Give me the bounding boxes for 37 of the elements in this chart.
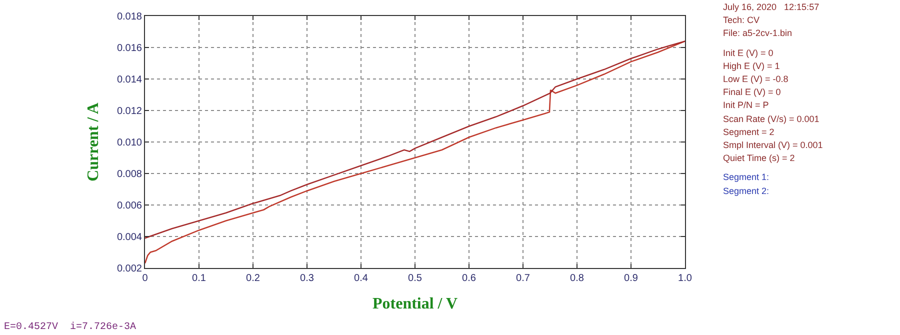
x-axis-title: Potential / V [372, 296, 458, 313]
x-tick-label: 1.0 [678, 273, 692, 284]
text: Tech: CV [723, 15, 760, 25]
y-tick-label: 0.012 [116, 106, 142, 117]
x-tick-label: 0.8 [570, 273, 584, 284]
x-tick-label: 0.4 [354, 273, 368, 284]
x-tick-label: 0.2 [246, 273, 260, 284]
text: High E (V) = 1 [723, 61, 780, 71]
x-tick-label: 0.3 [300, 273, 314, 284]
x-tick-label: 0.5 [408, 273, 422, 284]
x-tick-label: 0.6 [462, 273, 476, 284]
text: Final E (V) = 0 [723, 87, 781, 97]
text: Segment 1: [723, 172, 770, 182]
text: Smpl Interval (V) = 0.001 [723, 140, 823, 150]
x-tick-label: 0 [142, 273, 148, 284]
text: Quiet Time (s) = 2 [723, 153, 795, 163]
y-tick-label: 0.014 [116, 74, 142, 86]
text: Init E (V) = 0 [723, 48, 774, 58]
x-tick-label: 0.7 [516, 273, 530, 284]
x-tick-label: 0.9 [624, 273, 638, 284]
y-tick-label: 0.010 [116, 138, 142, 148]
text: E=0.4527V i=7.726e-3A [4, 321, 136, 333]
text: File: a5-2cv-1.bin [723, 28, 792, 38]
text: Low E (V) = -0.8 [723, 74, 788, 84]
y-tick-label: 0.016 [116, 43, 142, 54]
text: Segment = 2 [723, 127, 774, 137]
y-tick-label: 0.002 [116, 264, 142, 274]
y-tick-label: 0.004 [116, 232, 142, 243]
text: Scan Rate (V/s) = 0.001 [723, 114, 820, 124]
y-axis-title: Current / A [84, 102, 102, 182]
y-tick-label: 0.008 [116, 169, 142, 180]
y-tick-label: 0.018 [116, 12, 142, 22]
text: Segment 2: [723, 186, 770, 196]
y-tick-label: 0.006 [116, 200, 142, 212]
x-tick-label: 0.1 [192, 273, 206, 284]
text: Init P/N = P [723, 100, 769, 110]
text: July 16, 2020 12:15:57 [723, 2, 820, 12]
